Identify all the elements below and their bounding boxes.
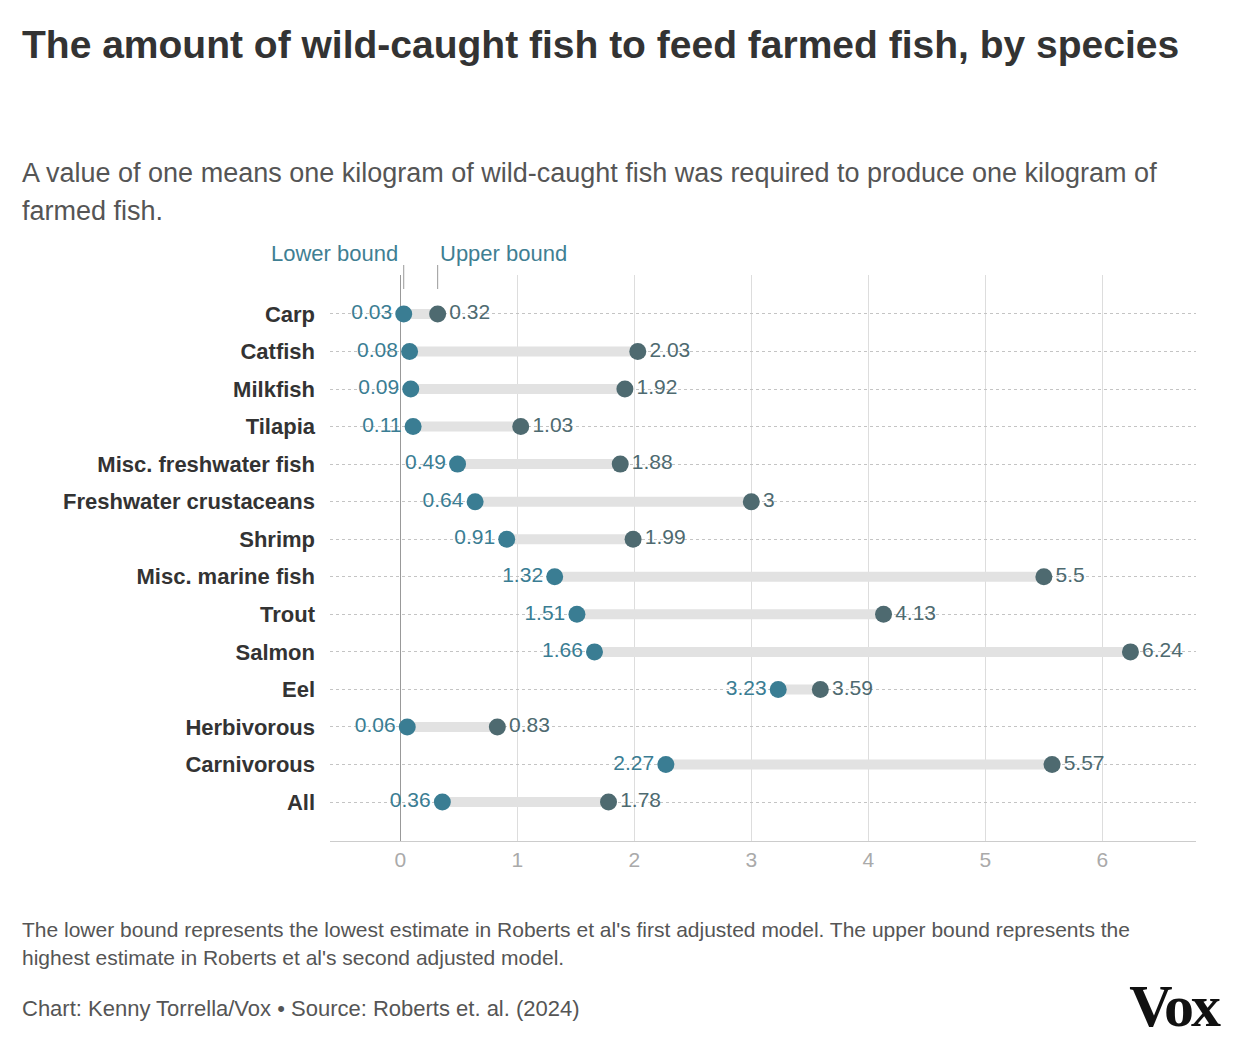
html-text:The lower bound represents the: The lower bound represents the lowest es… — [22, 918, 1130, 969]
svg-text:0.83: 0.83 — [509, 713, 550, 736]
svg-text:Lower bound: Lower bound — [271, 241, 398, 266]
svg-text:4.13: 4.13 — [895, 601, 936, 624]
svg-text:Milkfish: Milkfish — [233, 377, 315, 402]
html-text:Vox: Vox — [1129, 973, 1218, 1039]
svg-text:Upper bound: Upper bound — [440, 241, 567, 266]
svg-text:1.88: 1.88 — [632, 450, 673, 473]
svg-text:0.03: 0.03 — [351, 300, 392, 323]
svg-text:Tilapia: Tilapia — [246, 414, 316, 439]
svg-text:3: 3 — [745, 848, 757, 871]
svg-text:5.57: 5.57 — [1064, 751, 1105, 774]
svg-text:1.03: 1.03 — [532, 413, 573, 436]
svg-text:3: 3 — [763, 488, 775, 511]
svg-text:5: 5 — [980, 848, 992, 871]
svg-text:0.06: 0.06 — [355, 713, 396, 736]
svg-text:1.92: 1.92 — [637, 375, 678, 398]
svg-text:Eel: Eel — [282, 677, 315, 702]
svg-text:Herbivorous: Herbivorous — [185, 715, 315, 740]
svg-text:Shrimp: Shrimp — [239, 527, 315, 552]
svg-text:3.59: 3.59 — [832, 676, 873, 699]
svg-text:2: 2 — [628, 848, 640, 871]
svg-text:0.11: 0.11 — [362, 413, 401, 436]
svg-text:Catfish: Catfish — [240, 339, 315, 364]
svg-text:2.03: 2.03 — [649, 338, 690, 361]
svg-text:Carp: Carp — [265, 302, 315, 327]
svg-text:1.99: 1.99 — [645, 525, 686, 548]
svg-text:4: 4 — [862, 848, 874, 871]
svg-text:1.32: 1.32 — [502, 563, 543, 586]
svg-text:6.24: 6.24 — [1142, 638, 1183, 661]
svg-text:Misc. marine fish: Misc. marine fish — [136, 564, 315, 589]
svg-text:0.91: 0.91 — [454, 525, 495, 548]
svg-text:0.08: 0.08 — [357, 338, 398, 361]
svg-text:All: All — [287, 790, 315, 815]
svg-text:1.51: 1.51 — [524, 601, 565, 624]
svg-text:0: 0 — [394, 848, 406, 871]
html-text:Chart: Kenny Torrella/Vox • So: Chart: Kenny Torrella/Vox • Source: Robe… — [22, 996, 580, 1021]
svg-text:0.64: 0.64 — [423, 488, 464, 511]
svg-text:Misc. freshwater fish: Misc. freshwater fish — [97, 452, 315, 477]
svg-text:1.66: 1.66 — [542, 638, 583, 661]
svg-text:1: 1 — [511, 848, 523, 871]
svg-text:Trout: Trout — [260, 602, 316, 627]
svg-text:Salmon: Salmon — [236, 640, 315, 665]
svg-text:0.49: 0.49 — [405, 450, 446, 473]
svg-text:3.23: 3.23 — [726, 676, 767, 699]
svg-text:6: 6 — [1097, 848, 1109, 871]
svg-text:5.5: 5.5 — [1055, 563, 1084, 586]
svg-text:0.36: 0.36 — [390, 788, 431, 811]
svg-text:1.78: 1.78 — [620, 788, 661, 811]
svg-text:0.09: 0.09 — [358, 375, 399, 398]
svg-text:0.32: 0.32 — [449, 300, 490, 323]
html-text:A value of one means one kilog: A value of one means one kilogram of wil… — [22, 158, 1157, 226]
svg-text:Carnivorous: Carnivorous — [185, 752, 315, 777]
html-text:The amount of wild-caught fish: The amount of wild-caught fish to feed f… — [22, 23, 1180, 66]
svg-text:2.27: 2.27 — [613, 751, 654, 774]
svg-text:Freshwater crustaceans: Freshwater crustaceans — [63, 489, 315, 514]
